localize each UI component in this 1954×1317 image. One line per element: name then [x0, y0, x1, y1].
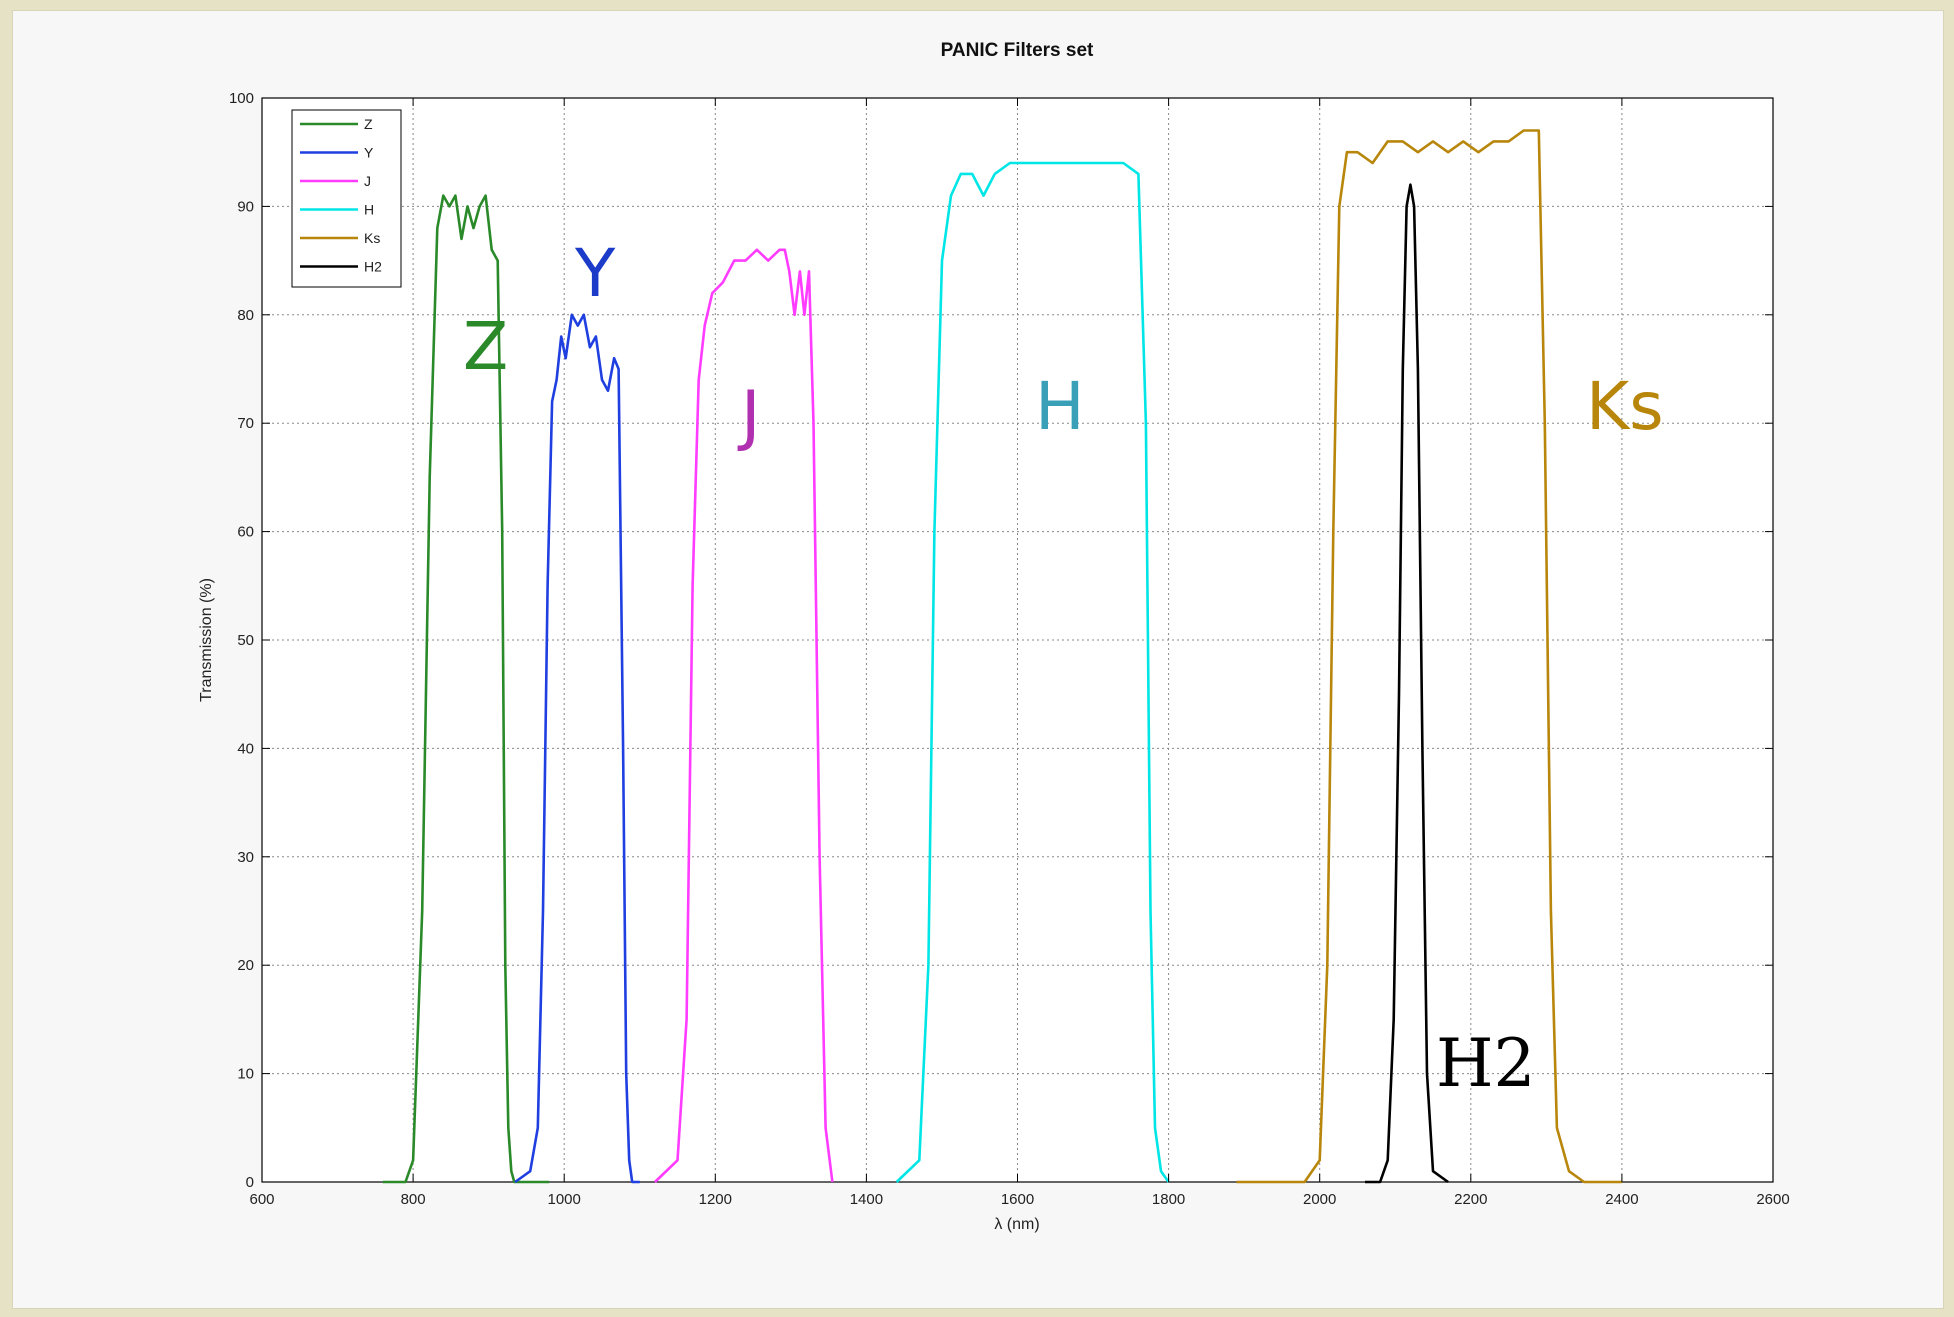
x-ticks: 600 800 1000 1200 1400 1600 1800 2000 2200 2400 26…	[249, 98, 1790, 1208]
annotation-h2: H2	[1436, 1025, 1536, 1102]
annotations: ZY J H Ks H2	[463, 235, 1664, 1102]
annotation-z: Z	[463, 308, 508, 385]
legend-label: Z	[364, 116, 373, 132]
y-tick-label: 50	[237, 632, 254, 649]
series-line-h	[895, 161, 1170, 1183]
x-tick-label: 2400	[1605, 1191, 1638, 1208]
x-tick-label: 1400	[850, 1191, 883, 1208]
annotation-h: H	[1035, 368, 1085, 445]
figure-window: 600 800 1000 1200 1400 1600 1800 2000 2200 2400 26…	[12, 10, 1944, 1309]
legend-box	[291, 109, 402, 288]
y-tick-label: 10	[237, 1066, 254, 1083]
legend-label: H2	[364, 259, 382, 275]
legend-label: H	[364, 202, 374, 218]
legend-label: J	[364, 173, 371, 189]
y-tick-label: 80	[237, 307, 254, 324]
x-tick-label: 1600	[1001, 1191, 1034, 1208]
x-tick-label: 800	[401, 1191, 426, 1208]
filters-chart: 600 800 1000 1200 1400 1600 1800 2000 2200 2400 26…	[198, 40, 1790, 1233]
annotation-j: J	[737, 377, 760, 454]
y-ticks: 0 10 20 30 40 50 60 70 80 90 100	[229, 90, 1773, 1191]
y-tick-label: 60	[237, 524, 254, 541]
series-line-y	[514, 313, 640, 1184]
x-axis-label: λ (nm)	[994, 1216, 1039, 1233]
grid	[262, 98, 1773, 1182]
legend-label: Ks	[364, 230, 380, 246]
series-line-j	[653, 248, 834, 1183]
y-tick-label: 70	[237, 415, 254, 432]
legend-label: Y	[364, 145, 374, 161]
y-tick-label: 20	[237, 957, 254, 974]
x-tick-label: 1800	[1152, 1191, 1185, 1208]
x-tick-label: 1200	[699, 1191, 732, 1208]
y-tick-label: 30	[237, 849, 254, 866]
x-tick-label: 2200	[1454, 1191, 1487, 1208]
y-axis-label: Transmission (%)	[198, 578, 215, 702]
series-line-z	[382, 194, 550, 1184]
y-tick-label: 90	[237, 198, 254, 215]
series-line-ks	[1236, 129, 1622, 1184]
y-tick-label: 40	[237, 740, 254, 757]
x-tick-label: 1000	[548, 1191, 581, 1208]
chart-title: PANIC Filters set	[941, 40, 1094, 61]
y-tick-label: 0	[246, 1174, 254, 1191]
x-tick-label: 600	[249, 1191, 274, 1208]
x-tick-label: 2000	[1303, 1191, 1336, 1208]
x-tick-label: 2600	[1756, 1191, 1789, 1208]
y-tick-label: 100	[229, 90, 254, 107]
series-line-h2	[1365, 183, 1449, 1184]
annotation-y: Y	[574, 235, 616, 312]
curves	[382, 129, 1622, 1184]
annotation-ks: Ks	[1586, 368, 1664, 445]
